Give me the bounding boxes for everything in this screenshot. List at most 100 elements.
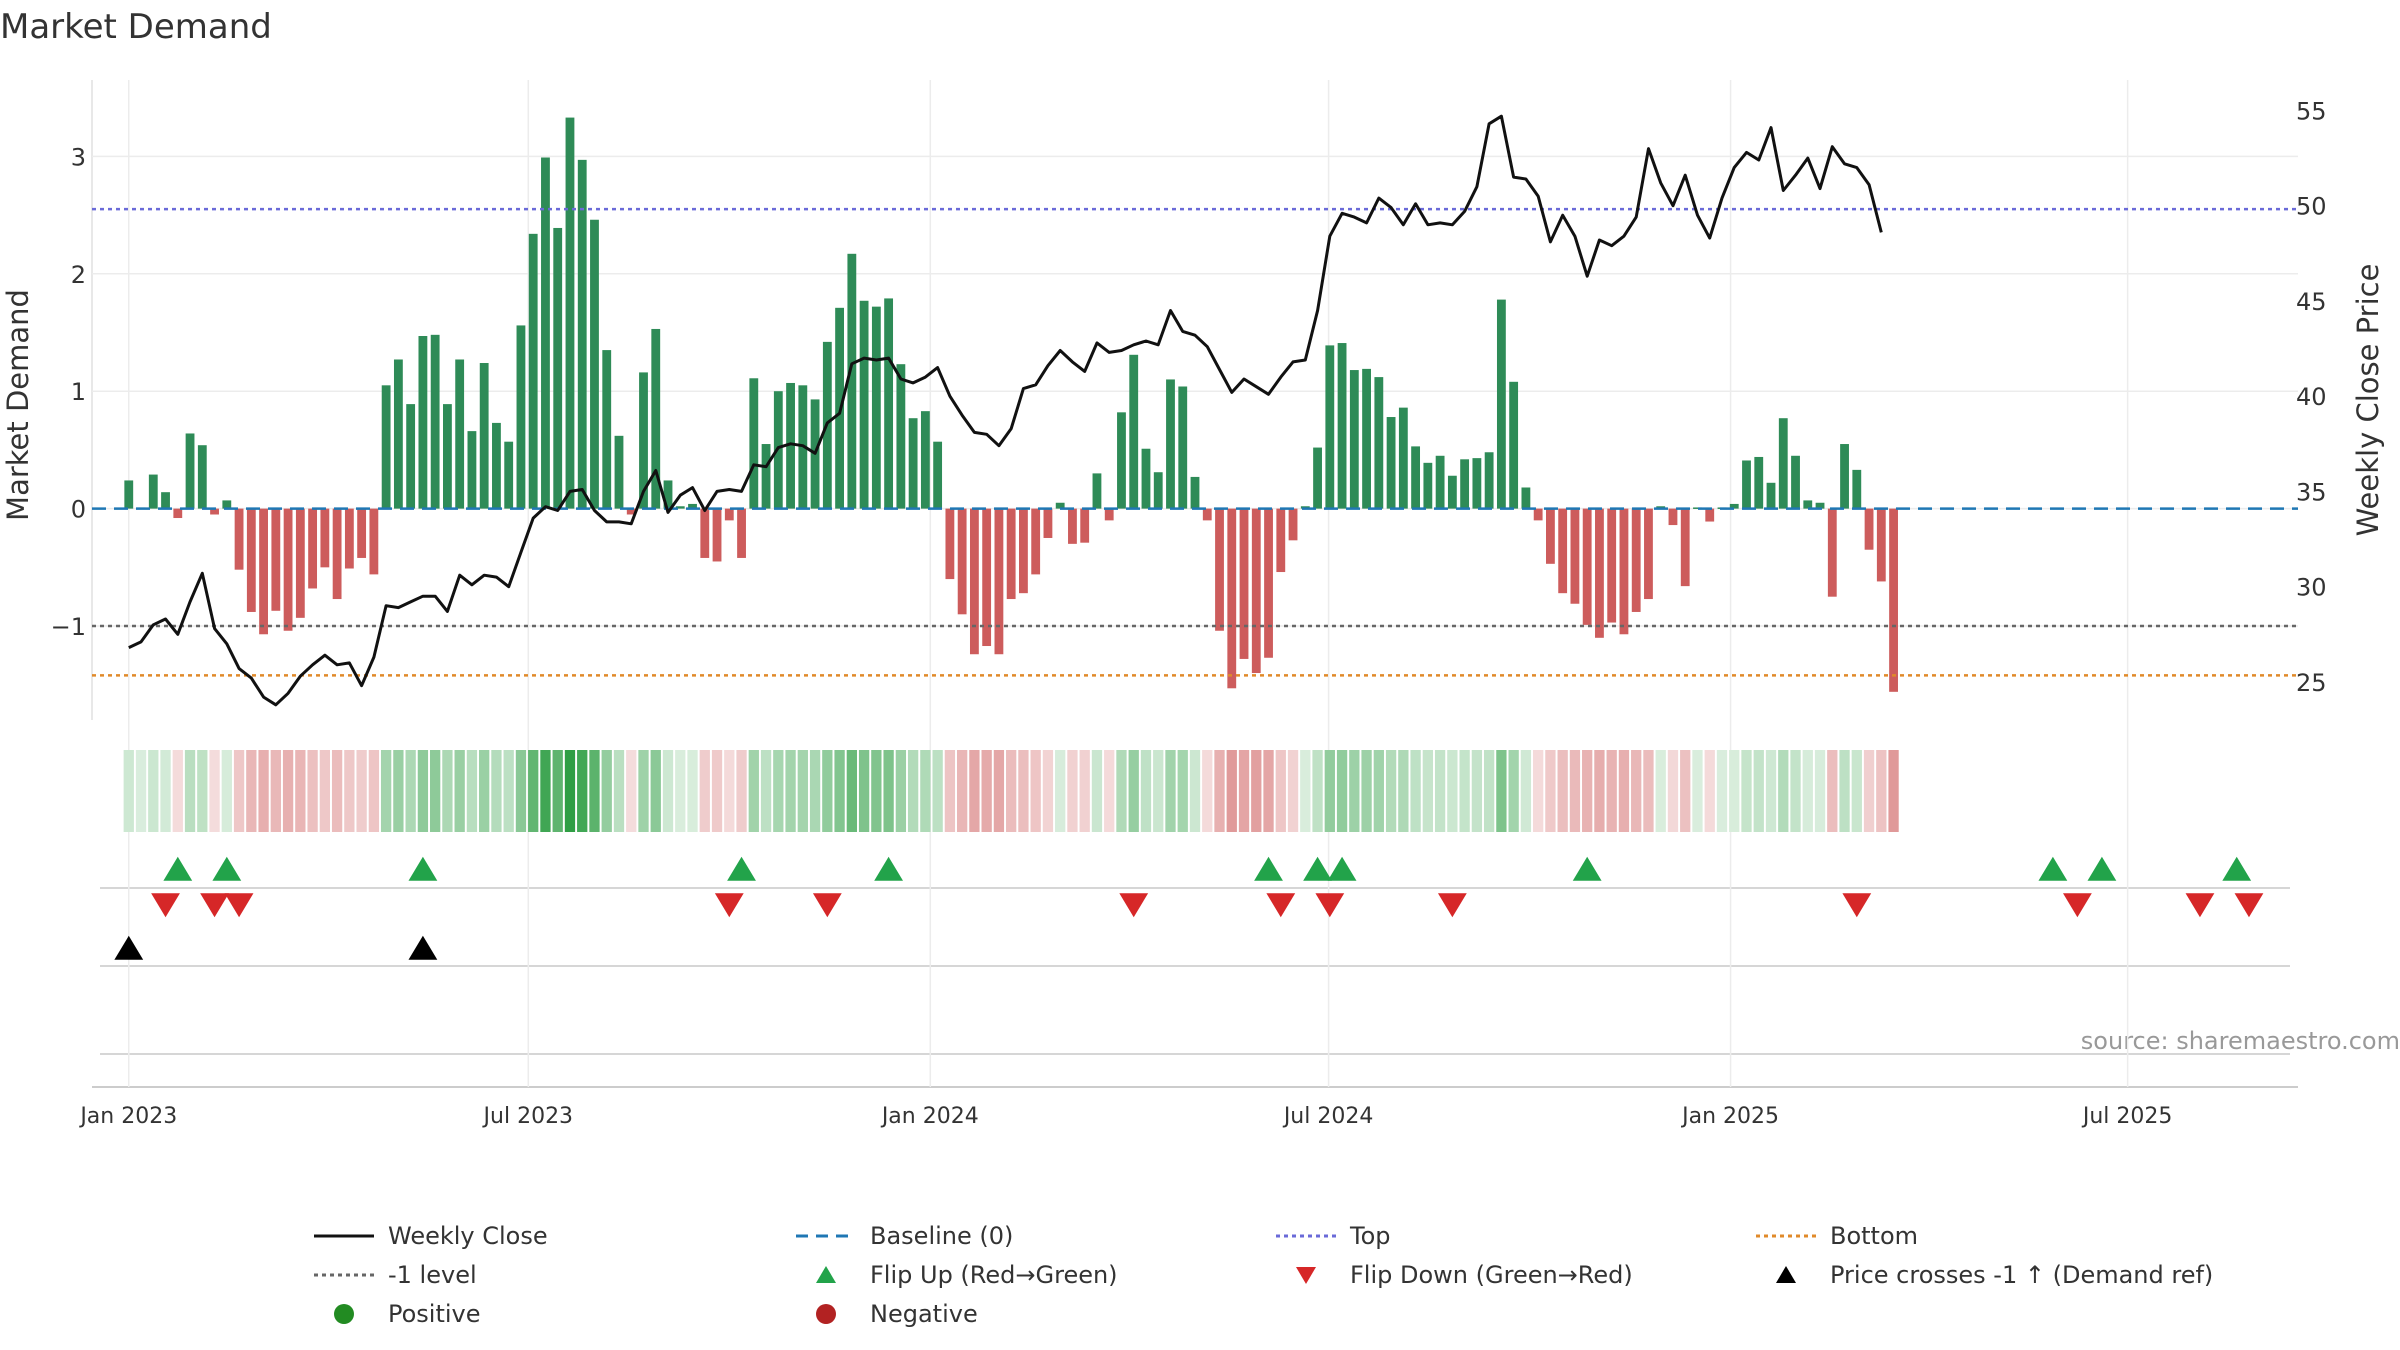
positive-bar — [1435, 455, 1445, 509]
heat-cell — [1667, 750, 1679, 832]
heat-cell — [552, 750, 563, 832]
heat-cell — [1018, 750, 1029, 832]
flip-down-marker — [812, 893, 842, 918]
heat-cell — [135, 750, 147, 832]
heat-cell — [1091, 750, 1103, 832]
heat-cell — [944, 750, 956, 832]
legend-item: Price crosses -1 ↑ (Demand ref) — [1754, 1261, 2213, 1289]
heat-cell — [479, 750, 490, 832]
flip-up-marker — [163, 856, 193, 881]
negative-bar — [982, 508, 992, 647]
legend-triangle-up — [1776, 1266, 1796, 1283]
y-axis-label: Market Demand — [1, 289, 35, 521]
heat-cell — [1373, 750, 1384, 832]
heat-cell — [123, 750, 134, 832]
flip-up-marker — [1254, 856, 1283, 881]
heat-cell — [993, 750, 1005, 832]
legend-label: Top — [1350, 1222, 1391, 1250]
y-tick-label: 1 — [71, 378, 86, 406]
heat-cell — [920, 750, 931, 832]
negative-bar — [1533, 508, 1543, 521]
heat-cell — [748, 750, 759, 832]
positive-bar — [1117, 412, 1126, 509]
positive-bar — [516, 325, 526, 509]
legend-item: Top — [1274, 1222, 1391, 1250]
positive-bar — [406, 404, 416, 509]
negative-bar — [246, 508, 256, 612]
heat-cell — [1496, 750, 1507, 832]
positive-bar — [1325, 345, 1335, 509]
flip-down-marker — [200, 893, 229, 918]
y-tick-label: 0 — [71, 496, 86, 524]
positive-bar — [590, 219, 599, 509]
weekly-close-series — [128, 114, 1883, 707]
heat-cell — [1275, 750, 1286, 832]
heat-cell — [662, 750, 674, 832]
x-tick-label: Jan 2023 — [78, 1104, 177, 1129]
positive-bar — [663, 480, 673, 509]
positive-bar — [1374, 377, 1384, 509]
positive-bar — [1153, 472, 1163, 509]
heat-cell — [981, 750, 992, 832]
positive-bar — [1190, 476, 1200, 509]
negative-bar — [1031, 508, 1041, 575]
y2-tick-label: 35 — [2296, 478, 2327, 506]
negative-bar — [737, 508, 746, 558]
negative-bar — [1607, 508, 1617, 623]
heat-cell — [430, 750, 441, 832]
negative-bar — [1215, 508, 1224, 631]
positive-bar — [577, 159, 587, 509]
legend-label: Bottom — [1830, 1222, 1919, 1250]
flip-up-marker — [1572, 856, 1602, 881]
positive-bar — [1423, 462, 1433, 509]
negative-bar — [1288, 508, 1298, 541]
heat-cell — [736, 750, 747, 832]
positive-bar — [430, 334, 440, 509]
positive-bar — [393, 359, 403, 509]
positive-bar — [871, 306, 881, 509]
heat-cell — [1802, 750, 1813, 832]
heat-cell — [160, 750, 171, 832]
negative-bar — [700, 508, 710, 558]
legend-label: -1 level — [388, 1261, 477, 1289]
positive-bar — [467, 431, 477, 509]
positive-bar — [1484, 452, 1494, 509]
positive-bar — [1178, 386, 1188, 509]
negative-bar — [1043, 508, 1053, 538]
y-tick-label: 3 — [71, 143, 86, 171]
x-tick-label: Jul 2025 — [2081, 1104, 2173, 1129]
heat-cell — [1814, 750, 1826, 832]
heat-cell — [1361, 750, 1372, 832]
heat-cell — [184, 750, 196, 832]
heat-cell — [638, 750, 649, 832]
heat-cell — [1324, 750, 1335, 832]
positive-bar — [1141, 448, 1151, 509]
negative-bar — [259, 508, 268, 635]
heat-cell — [1042, 750, 1054, 832]
negative-bar — [295, 508, 305, 618]
heat-cell — [895, 750, 907, 832]
positive-bar — [847, 253, 857, 509]
positive-bar — [1509, 381, 1519, 509]
heat-cell — [270, 750, 281, 832]
positive-bar — [920, 411, 930, 509]
heat-cell — [417, 750, 429, 832]
positive-bar — [1496, 299, 1506, 509]
positive-bar — [1852, 469, 1862, 509]
positive-bar — [896, 364, 906, 509]
positive-bar — [1754, 456, 1764, 509]
negative-bar — [271, 508, 281, 611]
negative-bar — [1227, 508, 1237, 689]
heat-cell — [1006, 750, 1017, 832]
heat-cell — [1827, 750, 1838, 832]
heat-cell — [1067, 750, 1078, 832]
heat-cell — [1483, 750, 1495, 832]
positive-bar — [442, 404, 452, 509]
heat-cell — [699, 750, 710, 832]
negative-bar — [332, 508, 342, 600]
positive-bar — [614, 435, 624, 509]
demand-bars — [124, 117, 1898, 692]
heat-cell — [932, 750, 943, 832]
heat-cell — [724, 750, 735, 832]
heat-cell — [589, 750, 600, 832]
